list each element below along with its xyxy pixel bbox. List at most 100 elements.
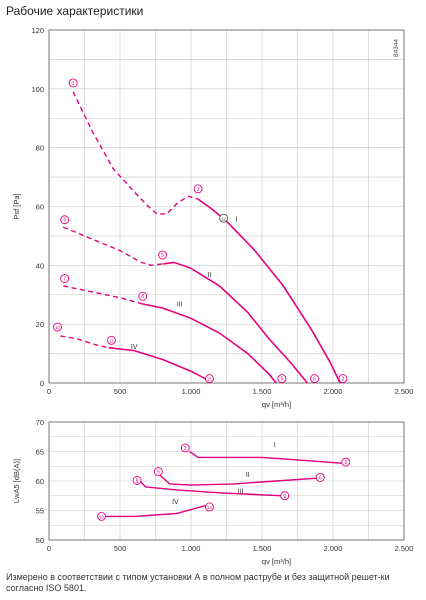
y-axis-label: Psf [Pa] [12, 193, 21, 219]
marker-circle [193, 184, 203, 194]
marker-circle [97, 511, 106, 521]
marker-circle [68, 78, 78, 88]
marker-circle [180, 443, 190, 453]
x-tick-label: 1.500 [253, 387, 272, 396]
point-marker-10: 10 [53, 322, 62, 332]
marker-circle [138, 291, 148, 301]
curve-II-dashed [62, 226, 163, 267]
marker-number: 8 [141, 294, 144, 300]
curve-IV [101, 503, 210, 518]
marker-number: 8 [136, 478, 139, 484]
series-label: IV [172, 499, 179, 506]
marker-number: 9 [283, 494, 286, 500]
marker-number: 1 [72, 81, 75, 87]
x-tick-label: 500 [114, 387, 127, 396]
marker-circle [53, 322, 62, 332]
x-tick-label: 2.000 [324, 544, 343, 553]
point-marker-5: 5 [158, 250, 168, 260]
marker-number: 3 [342, 377, 345, 383]
point-marker-1: 1 [68, 78, 78, 88]
marker-number: 10 [99, 514, 104, 519]
y-tick-label: 40 [36, 261, 44, 270]
marker-number: 4 [63, 218, 66, 224]
y-tick-label: 120 [31, 26, 44, 35]
marker-circle [158, 250, 168, 260]
pressure-chart: 0 500 1.000 1.500 2.000 2.500 0 20 40 60 80 100 120 q… [12, 26, 413, 409]
point-marker-10: 10 [97, 511, 106, 521]
marker-number: 7 [63, 277, 66, 283]
y-tick-label: 100 [31, 85, 44, 94]
y-tick-label: 0 [40, 379, 44, 388]
x-axis-label: qv [m³/h] [262, 557, 291, 566]
point-marker-4: 4 [60, 215, 70, 225]
y-tick-label: 60 [36, 203, 44, 212]
performance-charts: 0 500 1.000 1.500 2.000 2.500020406080100120q… [12, 26, 413, 566]
y-tick-label: 50 [36, 536, 44, 545]
series-label: IV [131, 344, 138, 351]
x-tick-label: 1.500 [253, 544, 272, 553]
x-tick-label: 1.000 [182, 544, 201, 553]
series-label: III [177, 302, 183, 309]
y-tick-label: 70 [36, 418, 44, 427]
point-marker-3: 3 [341, 457, 351, 467]
curve-II [162, 261, 309, 384]
marker-number: 15 [207, 377, 212, 382]
y-tick-label: 55 [36, 507, 44, 516]
curve-I [189, 450, 343, 464]
marker-number: 9 [280, 377, 283, 383]
measurement-footnote: Измерено в соответствии с типом установк… [6, 572, 390, 593]
marker-number: 10 [55, 325, 60, 330]
point-marker-12: 12 [219, 213, 229, 223]
curve-III [141, 302, 277, 384]
point-marker-6: 6 [310, 374, 319, 384]
marker-number: 6 [319, 475, 322, 481]
x-tick-label: 2.500 [395, 387, 414, 396]
point-marker-15: 15 [205, 374, 214, 384]
series-label: II [208, 272, 212, 279]
marker-number: 6 [313, 377, 316, 383]
diagram-code: 84344 [393, 39, 400, 57]
point-marker-9: 9 [277, 374, 287, 384]
marker-circle [205, 374, 214, 384]
marker-number: 12 [221, 216, 226, 221]
x-axis-label: qv [m³/h] [262, 400, 291, 409]
point-marker-11: 11 [107, 335, 116, 345]
y-tick-label: 80 [36, 144, 44, 153]
marker-circle [315, 473, 325, 482]
marker-circle [205, 502, 214, 512]
point-marker-9: 9 [280, 491, 290, 501]
plot-frame [48, 29, 405, 384]
marker-number: 11 [109, 338, 114, 343]
y-tick-label: 60 [36, 477, 44, 486]
y-axis-label: LwA5 [dB(A)] [12, 459, 21, 503]
marker-number: 14 [207, 505, 212, 510]
x-tick-label: 0 [47, 387, 51, 396]
curve-II [159, 474, 319, 486]
curve-I-dashed [72, 91, 199, 215]
curve-I [197, 198, 341, 384]
point-marker-5: 5 [153, 467, 163, 477]
point-marker-14: 14 [205, 502, 214, 512]
marker-circle [132, 475, 142, 485]
series-label: II [246, 472, 250, 479]
series-label: III [238, 488, 244, 495]
marker-circle [153, 467, 163, 477]
marker-circle [280, 491, 290, 501]
marker-number: 5 [157, 470, 160, 476]
x-tick-label: 2.000 [324, 387, 343, 396]
point-marker-8: 8 [132, 475, 142, 485]
marker-circle [219, 213, 229, 223]
point-marker-6: 6 [315, 473, 325, 482]
point-marker-8: 8 [138, 291, 148, 301]
curve-IV [108, 346, 211, 384]
marker-number: 2 [184, 446, 187, 452]
marker-number: 3 [344, 460, 347, 466]
marker-number: 2 [197, 187, 200, 193]
point-marker-2: 2 [180, 443, 190, 453]
y-tick-label: 20 [36, 320, 44, 329]
marker-circle [60, 215, 70, 225]
x-tick-label: 0 [47, 544, 51, 553]
page-title: Рабочие характеристики [6, 4, 144, 18]
x-tick-label: 500 [114, 544, 127, 553]
y-tick-label: 65 [36, 448, 44, 457]
